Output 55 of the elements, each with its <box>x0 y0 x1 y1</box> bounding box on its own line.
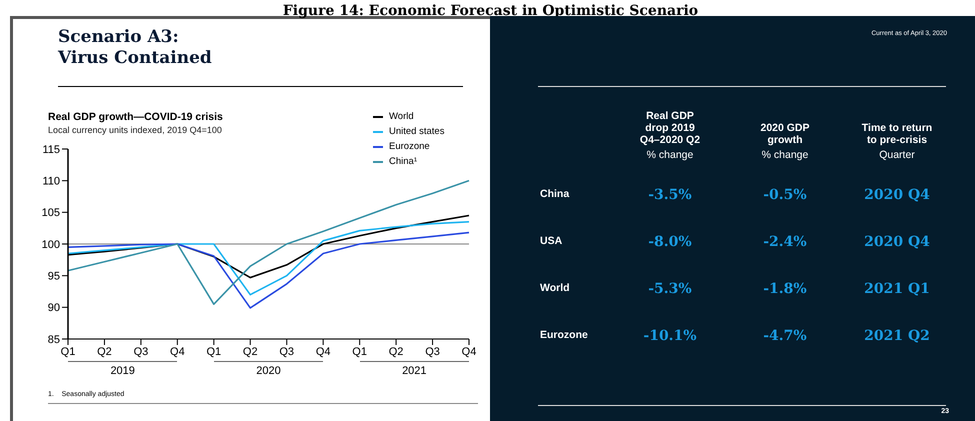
text: -5.3% <box>647 281 693 297</box>
x-tick-label: Q2 <box>388 346 404 358</box>
x-tick-label: Q3 <box>279 346 294 358</box>
y-tick-label: 100 <box>42 238 60 251</box>
chart-title: Real GDP growth—COVID-19 crisis <box>48 111 223 123</box>
x-tick-label: Q3 <box>134 346 148 358</box>
text: 2020 <box>255 365 282 377</box>
text: 2020 GDP growth <box>760 122 810 146</box>
x-tick-label: Q2 <box>97 346 112 358</box>
text: 2020 Q4 <box>863 234 931 250</box>
y-tick-label: 90 <box>48 302 60 314</box>
text: -2.4% <box>762 234 808 250</box>
text: World <box>540 282 570 294</box>
y-tick-label: 85 <box>48 334 60 346</box>
text: 2019 <box>109 365 136 377</box>
text: 2021 Q1 <box>863 281 931 297</box>
caption: Figure 14: Economic Forecast in Optimistic Scenario <box>282 3 700 19</box>
text: Real GDP drop 2019 Q4–2020 Q2 <box>640 110 700 146</box>
text: -4.7% <box>762 328 808 344</box>
text: -10.1% <box>642 328 698 344</box>
line-series <box>67 221 470 296</box>
line-series <box>67 180 470 305</box>
text: % change <box>762 149 808 161</box>
text: 2020 Q4 <box>863 187 931 203</box>
y-tick-label: 110 <box>42 176 60 188</box>
legend-label: United states <box>389 125 444 139</box>
x-tick-label: Q4 <box>170 346 185 358</box>
text: -1.8% <box>762 281 808 297</box>
x-tick-label: Q3 <box>425 346 440 358</box>
legend-label: World <box>389 110 414 124</box>
text: -0.5% <box>762 187 808 203</box>
x-tick-label: Q2 <box>242 346 258 358</box>
text: USA <box>540 235 562 247</box>
text: % change <box>646 149 694 161</box>
y-tick-label: 95 <box>48 270 60 283</box>
text: Quarter <box>879 149 915 161</box>
x-tick-label: Q1 <box>352 346 367 358</box>
legend-label: China¹ <box>389 155 417 169</box>
x-tick-label: Q1 <box>206 346 222 358</box>
line-series <box>67 232 470 309</box>
chart-subtitle: Local currency units indexed, 2019 Q4=100 <box>48 125 222 135</box>
legend-label: Eurozone <box>389 140 430 154</box>
text: 2021 <box>401 365 428 377</box>
text: Time to return to pre-crisis <box>862 122 932 146</box>
text: China <box>540 188 570 200</box>
x-tick-label: Q4 <box>316 346 331 358</box>
x-tick-label: Q1 <box>60 346 76 358</box>
text: Scenario A3: Virus Contained <box>58 27 212 69</box>
y-tick-label: 105 <box>42 207 60 220</box>
text: -3.5% <box>647 187 693 203</box>
text: 2021 Q2 <box>863 328 931 344</box>
text: Eurozone <box>540 329 588 341</box>
text: -8.0% <box>647 234 693 250</box>
x-tick-label: Q4 <box>462 346 476 358</box>
y-tick-label: 115 <box>42 144 60 156</box>
